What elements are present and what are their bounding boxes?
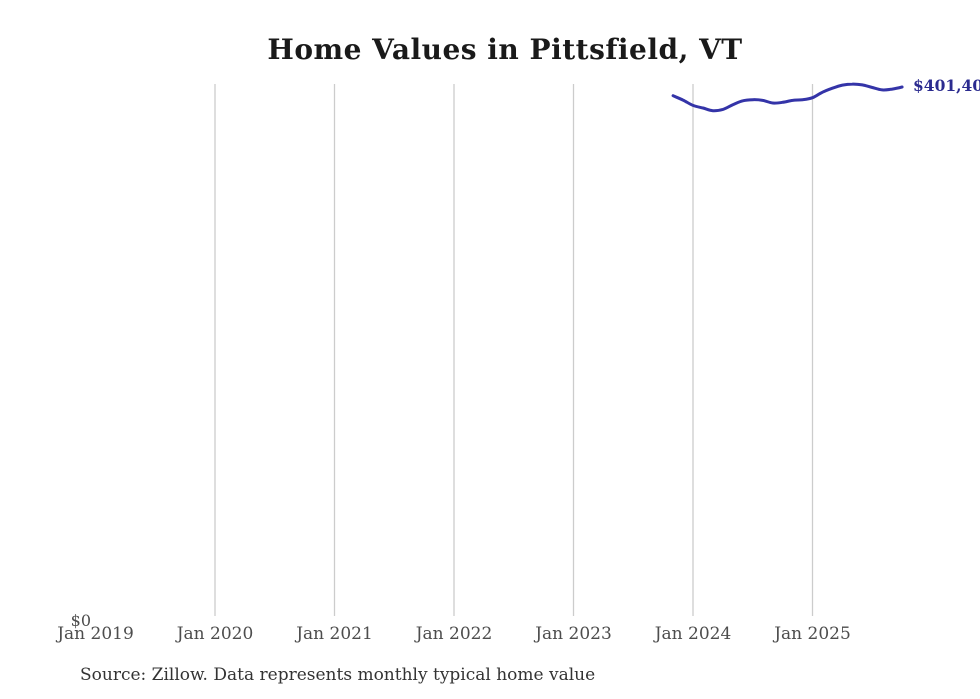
source-note: Source: Zillow. Data represents monthly …	[80, 665, 596, 685]
gridlines-group	[214, 84, 814, 616]
latest-value-label: $401,400	[913, 76, 980, 95]
x-axis-tick-label: Jan 2019	[57, 624, 134, 644]
x-axis-tick-label: Jan 2022	[415, 624, 493, 644]
chart-title: Home Values in Pittsfield, VT	[267, 33, 743, 66]
x-axis-tick-label: Jan 2023	[535, 624, 612, 644]
x-axis-tick-label: Jan 2025	[774, 624, 851, 644]
x-axis-tick-label: Jan 2020	[176, 624, 254, 644]
x-axis-tick-label: Jan 2021	[296, 624, 373, 644]
y-axis-zero-tick-label: $0	[70, 611, 91, 630]
home-value-line-series	[671, 82, 904, 113]
x-axis-tick-label: Jan 2024	[654, 624, 732, 644]
